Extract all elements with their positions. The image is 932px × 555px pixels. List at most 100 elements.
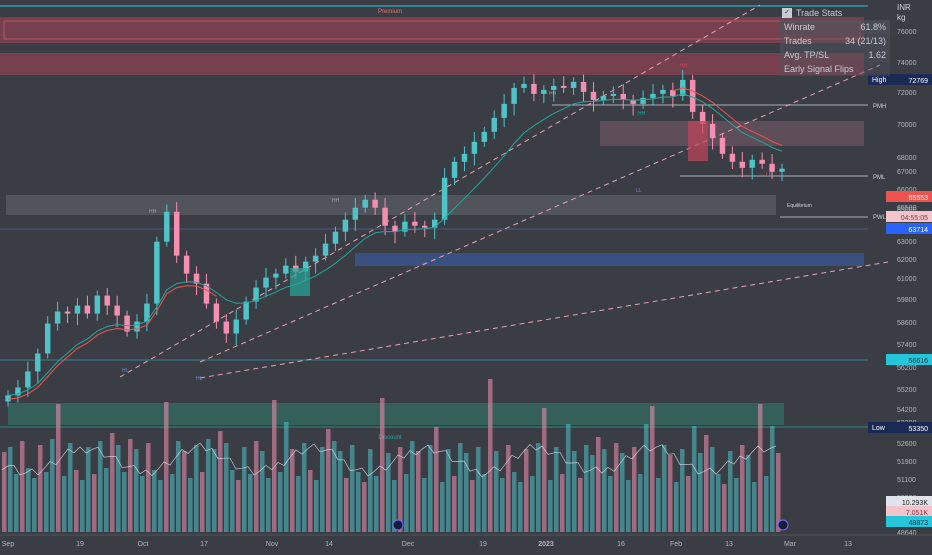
- candle-body: [689, 79, 696, 112]
- price-tick-label: 51100: [897, 477, 916, 484]
- candle-body: [660, 89, 666, 94]
- volume-bar: [224, 443, 229, 532]
- pmh-label: PMH: [873, 104, 886, 110]
- price-tick-label: 67000: [897, 169, 917, 176]
- last-price-badge: 65553: [909, 195, 929, 202]
- volume-bar: [746, 455, 751, 532]
- candle-body: [441, 177, 448, 220]
- volume-bar: [506, 445, 511, 532]
- countdown-badge-bg: [886, 211, 932, 222]
- volume-bar: [686, 476, 691, 532]
- volume-bar: [668, 455, 673, 532]
- price-tick-label: 48640: [897, 530, 917, 537]
- volume-bar: [128, 439, 133, 532]
- volume-bar: [80, 480, 85, 532]
- low-value-badge: 53350: [909, 426, 929, 433]
- candle-body: [422, 225, 428, 228]
- volume-bar: [164, 402, 169, 532]
- discount-zone: [8, 403, 784, 425]
- candle-body: [590, 91, 597, 100]
- volume-bar: [104, 468, 109, 532]
- candle-body: [431, 219, 438, 228]
- candle-body: [84, 305, 91, 314]
- volume-bar: [440, 482, 445, 532]
- level-56616-badge-bg: [886, 354, 932, 365]
- high-tag-label: High: [872, 77, 887, 84]
- price-tick-label: 68000: [897, 155, 917, 162]
- candle-body: [322, 243, 329, 256]
- candle-body: [15, 387, 21, 396]
- candle-body: [64, 311, 71, 314]
- candle-body: [263, 277, 269, 288]
- discount-label: Discount: [378, 435, 402, 441]
- volume-bar: [566, 424, 571, 532]
- candle-body: [749, 159, 755, 168]
- volume-bar: [134, 449, 139, 532]
- volume-bar: [242, 447, 247, 532]
- volume-bar: [410, 441, 415, 532]
- ema-line: [7, 93, 783, 396]
- equilibrium-label: Equilibrium: [787, 203, 812, 209]
- candle-body: [382, 207, 388, 226]
- price-tick-label: 65500: [897, 205, 917, 212]
- volume-bar: [680, 449, 685, 532]
- stats-row-trades: Trades 34 (21/13): [780, 34, 890, 48]
- candle-body: [94, 295, 101, 314]
- volume-bar: [380, 398, 385, 532]
- volume-bar: [194, 445, 199, 532]
- candle-body: [451, 161, 458, 178]
- volume-bar: [344, 478, 349, 532]
- volume-bar: [14, 474, 19, 532]
- volume-bar: [314, 480, 319, 532]
- level-63714-badge-bg: [886, 223, 932, 234]
- structure-label-lh: LH: [766, 172, 773, 178]
- bear-order-block: [688, 121, 708, 161]
- volume-bar: [662, 445, 667, 532]
- volume-bar: [50, 439, 55, 532]
- candle-body: [44, 323, 51, 354]
- candle-body: [154, 241, 160, 304]
- volume-bar: [350, 445, 355, 532]
- volume-badge-1: 10.293K: [902, 500, 928, 507]
- volume-bar: [206, 439, 211, 532]
- candle-body: [541, 89, 547, 94]
- volume-bar: [278, 472, 283, 532]
- candle-body: [104, 295, 110, 306]
- candle-body: [630, 99, 636, 104]
- volume-bar: [8, 447, 13, 532]
- volume-bar: [158, 480, 163, 532]
- candle-body: [372, 199, 378, 208]
- volume-bar: [146, 443, 151, 532]
- volume-bar: [470, 480, 475, 532]
- structure-label-hh: HH: [332, 198, 340, 204]
- time-axis-label: Dec: [402, 541, 415, 548]
- volume-bar: [530, 476, 535, 532]
- candle-body: [54, 311, 61, 324]
- countdown-badge: 04:55:05: [901, 215, 928, 222]
- price-tick-label: 76000: [897, 29, 917, 36]
- pml-label: PML: [873, 175, 886, 181]
- volume-bar: [338, 451, 343, 532]
- volume-bar: [44, 472, 49, 532]
- volume-bar: [650, 406, 655, 532]
- high-tag-bg: [868, 74, 888, 85]
- volume-bar: [572, 451, 577, 532]
- volume-bar: [332, 441, 337, 532]
- candle-body: [610, 93, 617, 96]
- trade-stats-header[interactable]: ✓ Trade Stats: [780, 6, 890, 20]
- time-axis-label: 2023: [538, 541, 554, 548]
- volume-bar: [626, 480, 631, 532]
- trade-stats-panel: ✓ Trade Stats Winrate 61.8% Trades 34 (2…: [780, 6, 890, 76]
- volume-bar: [356, 472, 361, 532]
- checkbox-icon[interactable]: ✓: [782, 8, 792, 18]
- volume-bar: [560, 474, 565, 532]
- premium-zone-2: [0, 53, 864, 75]
- volume-badge-1-bg: [886, 496, 932, 507]
- volume-bar: [710, 447, 715, 532]
- price-tick-label: 58600: [897, 320, 917, 327]
- volume-bar: [674, 482, 679, 532]
- candle-body: [600, 95, 607, 100]
- volume-bar: [704, 435, 709, 532]
